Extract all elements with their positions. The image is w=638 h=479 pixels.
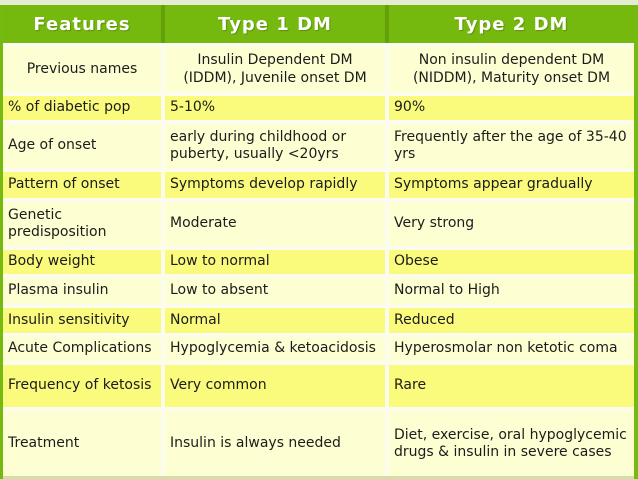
- feature-label: Plasma insulin: [3, 278, 161, 304]
- type1-value: Very common: [165, 365, 385, 407]
- feature-label: Insulin sensitivity: [3, 308, 161, 333]
- type1-value: Moderate: [165, 202, 385, 246]
- feature-label: Treatment: [3, 411, 161, 477]
- type1-value: Insulin Dependent DM (IDDM), Juvenile on…: [165, 47, 385, 92]
- feature-label: Frequency of ketosis: [3, 365, 161, 407]
- type2-value: Normal to High: [389, 278, 634, 304]
- type2-value: Rare: [389, 365, 634, 407]
- top-strip: [0, 0, 638, 5]
- table-header-row: Features Type 1 DM Type 2 DM: [3, 5, 634, 43]
- type1-value: Low to normal: [165, 250, 385, 274]
- feature-label: Previous names: [3, 47, 161, 92]
- left-edge-border: [0, 5, 3, 479]
- feature-label: Body weight: [3, 250, 161, 274]
- type1-value: Normal: [165, 308, 385, 333]
- type2-value: Hyperosmolar non ketotic coma: [389, 337, 634, 361]
- type2-value: Diet, exercise, oral hypoglycemic drugs …: [389, 411, 634, 477]
- type2-value: Very strong: [389, 202, 634, 246]
- type1-value: Hypoglycemia & ketoacidosis: [165, 337, 385, 361]
- type2-value: Symptoms appear gradually: [389, 172, 634, 198]
- type1-value: Insulin is always needed: [165, 411, 385, 477]
- bottom-strip: [0, 476, 638, 479]
- feature-label: % of diabetic pop: [3, 96, 161, 120]
- feature-label: Acute Complications: [3, 337, 161, 361]
- type2-value: Non insulin dependent DM (NIDDM), Maturi…: [389, 47, 634, 92]
- type1-value: 5-10%: [165, 96, 385, 120]
- column-header-type2-dm: Type 2 DM: [389, 5, 634, 43]
- right-edge-border: [634, 5, 638, 479]
- table-body: Previous names Insulin Dependent DM (IDD…: [3, 47, 634, 477]
- column-header-features: Features: [3, 5, 161, 43]
- type1-value: Symptoms develop rapidly: [165, 172, 385, 198]
- column-header-type1-dm: Type 1 DM: [165, 5, 385, 43]
- feature-label: Pattern of onset: [3, 172, 161, 198]
- type1-value: early during childhood or puberty, usual…: [165, 124, 385, 168]
- type2-value: Obese: [389, 250, 634, 274]
- type2-value: Reduced: [389, 308, 634, 333]
- type2-value: 90%: [389, 96, 634, 120]
- feature-label: Genetic predisposition: [3, 202, 161, 246]
- feature-label: Age of onset: [3, 124, 161, 168]
- type1-value: Low to absent: [165, 278, 385, 304]
- type2-value: Frequently after the age of 35-40 yrs: [389, 124, 634, 168]
